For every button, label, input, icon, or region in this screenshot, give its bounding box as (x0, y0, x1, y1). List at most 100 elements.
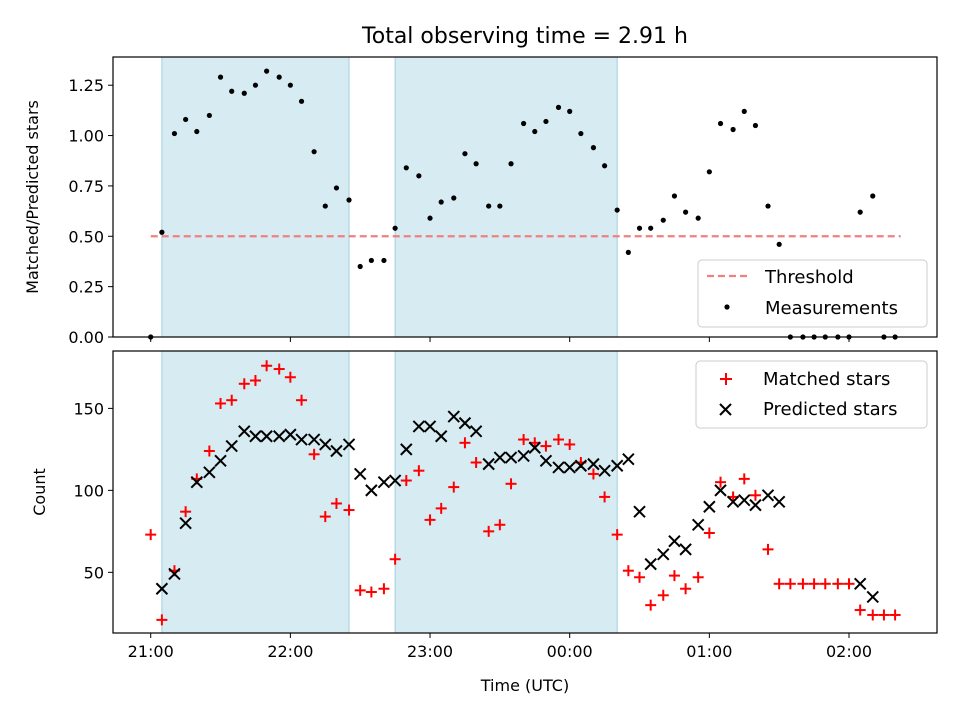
predicted-star-point (319, 438, 332, 451)
measurement-point (206, 112, 212, 119)
predicted-star-point (644, 557, 657, 571)
matched-star-point (343, 504, 355, 516)
measurement-point (521, 120, 527, 127)
matched-star-point (808, 578, 820, 590)
matched-star-point (797, 578, 809, 590)
count-y-axis-label: Count (30, 468, 49, 516)
measurement-point (357, 263, 363, 270)
measurement-point (252, 82, 259, 88)
predicted-star-point (714, 484, 727, 497)
predicted-star-point (342, 438, 356, 451)
matched-star-point (238, 378, 250, 390)
count-legend: Matched stars Predicted stars (695, 360, 928, 429)
matched-star-point (680, 583, 692, 595)
measurement-point (508, 161, 514, 167)
matched-star-point (226, 394, 238, 406)
matched-star-point (215, 397, 227, 409)
predicted-star-point (853, 577, 867, 591)
measurement-point (287, 82, 293, 88)
ratio-observing-window-1 (161, 56, 350, 338)
ratio-ytick-label: 0.00 (68, 328, 104, 347)
predicted-star-point (295, 433, 308, 446)
predicted-star-point (504, 451, 518, 464)
matched-star-point (273, 363, 285, 375)
matched-star-point (540, 440, 552, 452)
measurement-point (322, 203, 328, 209)
predicted-star-point (412, 420, 426, 433)
measurement-point (857, 209, 863, 215)
measurement-point (276, 74, 282, 80)
predicted-star-point (214, 454, 227, 468)
measurement-point (590, 145, 597, 151)
measurement-point (381, 257, 387, 264)
matched-star-point (296, 394, 308, 406)
measurement-point (392, 225, 398, 231)
predicted-star-point (691, 518, 705, 531)
legend-threshold-label: Threshold (764, 267, 854, 288)
matched-star-point (564, 438, 576, 450)
ratio-panel-frame (112, 56, 938, 338)
ratio-ytick-label: 0.50 (68, 227, 104, 246)
xtick-label: 23:00 (407, 642, 453, 661)
measurement-point (183, 116, 189, 123)
predicted-star-point (203, 466, 216, 479)
predicted-star-point (657, 548, 670, 561)
legend-measurements-swatch (724, 304, 730, 310)
predicted-star-point (761, 489, 775, 502)
count-legend-box (695, 360, 928, 429)
matched-star-point (378, 583, 390, 595)
measurement-point (486, 203, 492, 209)
legend-matched-swatch (720, 373, 732, 385)
predicted-star-point (155, 582, 169, 595)
legend-predicted-label: Predicted stars (763, 399, 897, 420)
predicted-star-point (260, 430, 273, 443)
measurement-point (671, 193, 678, 199)
ratio-legend-box (697, 259, 928, 328)
matched-star-point (784, 578, 796, 590)
matched-star-point (878, 609, 890, 621)
matched-star-point (819, 578, 831, 590)
xtick-label: 00:00 (547, 642, 593, 661)
matched-star-point (622, 565, 634, 577)
matched-star-point (505, 478, 517, 490)
matched-star-point (424, 514, 436, 526)
matched-star-point (261, 360, 273, 372)
matched-star-point (448, 481, 460, 493)
matched-star-point (145, 529, 157, 541)
matched-star-point (692, 571, 704, 583)
matched-star-point (435, 502, 447, 514)
ratio-y-axis-label: Matched/Predicted stars (23, 100, 42, 294)
predicted-star-point (469, 425, 483, 438)
measurement-point (229, 88, 235, 94)
predicted-star-point (249, 430, 262, 443)
matched-star-point (413, 465, 425, 477)
predicted-star-point (458, 416, 472, 430)
predicted-star-point (482, 457, 495, 471)
matched-star-point (587, 468, 599, 480)
ratio-ytick-label: 1.00 (68, 127, 104, 146)
measurement-point (264, 68, 270, 74)
xtick-label: 22:00 (267, 642, 313, 661)
matched-star-point (354, 584, 366, 596)
measurement-point (438, 199, 444, 205)
matched-star-point (365, 586, 377, 598)
measurement-point (765, 203, 771, 209)
measurement-point (660, 217, 666, 223)
predicted-star-point (668, 534, 681, 548)
predicted-star-point (179, 516, 192, 530)
measurement-point (776, 241, 782, 247)
predicted-star-point (633, 505, 646, 518)
measurement-point (752, 122, 759, 129)
predicted-star-point (423, 420, 437, 433)
measurement-point (416, 173, 422, 179)
predicted-star-point (238, 425, 251, 438)
measurement-point (451, 195, 457, 201)
matched-star-point (308, 448, 320, 460)
count-ytick-label: 50 (84, 563, 104, 582)
legend-predicted-swatch (719, 403, 732, 416)
matched-star-point (156, 614, 168, 626)
measurement-point (159, 229, 165, 235)
matched-star-point (657, 589, 669, 601)
predicted-star-point (866, 590, 879, 604)
